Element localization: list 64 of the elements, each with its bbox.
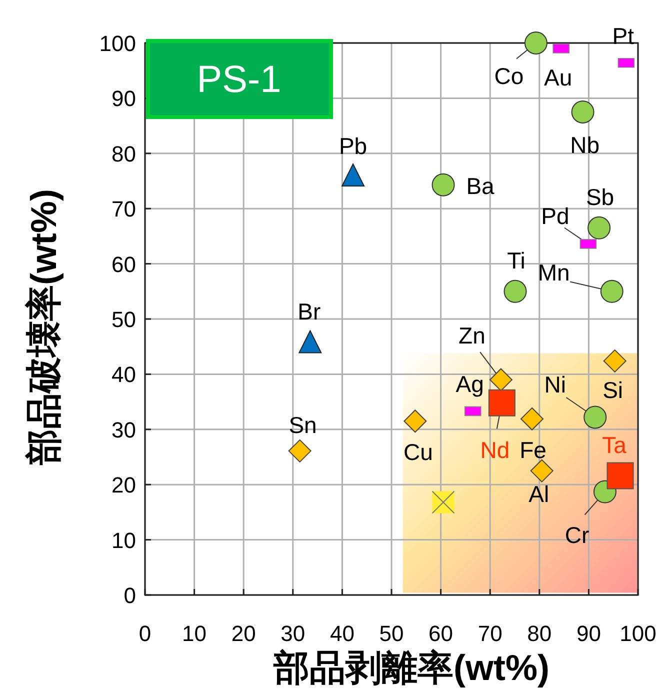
point [404,410,427,433]
y-tick-label: 40 [112,362,136,388]
y-tick-label: 70 [112,196,136,222]
annotation: Ni [544,371,566,398]
annotation: Cu [403,439,433,466]
y-tick-label: 0 [124,583,136,608]
point [603,349,626,372]
x-tick-label: 20 [231,621,256,646]
annotation: Sn [288,412,317,438]
annotation: Ba [466,172,495,199]
annotation: Au [544,64,572,91]
y-tick-label: 60 [112,252,136,277]
point [488,389,516,416]
annotation: Ta [602,432,627,458]
annotation: Co [494,63,524,89]
point [584,406,607,429]
point [571,100,594,124]
point [600,280,624,303]
annotation: Al [528,480,550,507]
annotation: Ag [456,371,484,398]
x-tick-label: 100 [620,621,656,646]
point [606,462,634,490]
y-tick-label: 100 [99,31,136,56]
point [588,216,611,240]
annotation: Pb [338,133,368,160]
y-tick-label: 50 [112,307,136,332]
x-axis-title: 部品剥離率(wt%) [272,647,550,688]
point [530,459,554,482]
y-axis-title: 部品破壊率(wt%) [23,189,64,466]
point [504,280,527,303]
annotation: Ti [507,247,526,274]
point [288,439,312,462]
x-tick-label: 80 [527,621,552,646]
annotation: Nd [480,436,510,463]
y-tick-label: 90 [112,86,136,112]
annotation: Sb [586,184,614,210]
annotation: Br [298,298,321,325]
annotation: Fe [520,436,546,463]
x-tick-label: 90 [576,621,601,646]
x-tick-label: 0 [138,621,152,646]
annotation: PS-1 [196,59,282,101]
y-tick-label: 30 [112,417,136,442]
point [524,32,548,54]
x-tick-label: 30 [280,621,306,646]
annotation: Mn [538,259,570,286]
x-tick-label: 40 [330,621,354,646]
y-tick-label: 20 [112,472,136,498]
x-tick-label: 60 [428,621,454,646]
point [520,407,544,430]
point [342,164,365,187]
annotation: Pt [612,22,635,49]
annotation: Zn [458,322,486,349]
point [489,368,512,392]
annotation: Cr [564,522,590,548]
annotation: Pd [541,202,570,229]
point [432,173,455,196]
point [298,330,322,354]
x-tick-label: 50 [379,621,404,646]
x-tick-label: 70 [478,621,502,646]
y-tick-label: 80 [112,141,136,166]
annotation: Nb [570,132,600,158]
y-tick-label: 10 [112,528,136,553]
x-tick-label: 10 [182,621,207,646]
annotation: Si [602,376,624,403]
